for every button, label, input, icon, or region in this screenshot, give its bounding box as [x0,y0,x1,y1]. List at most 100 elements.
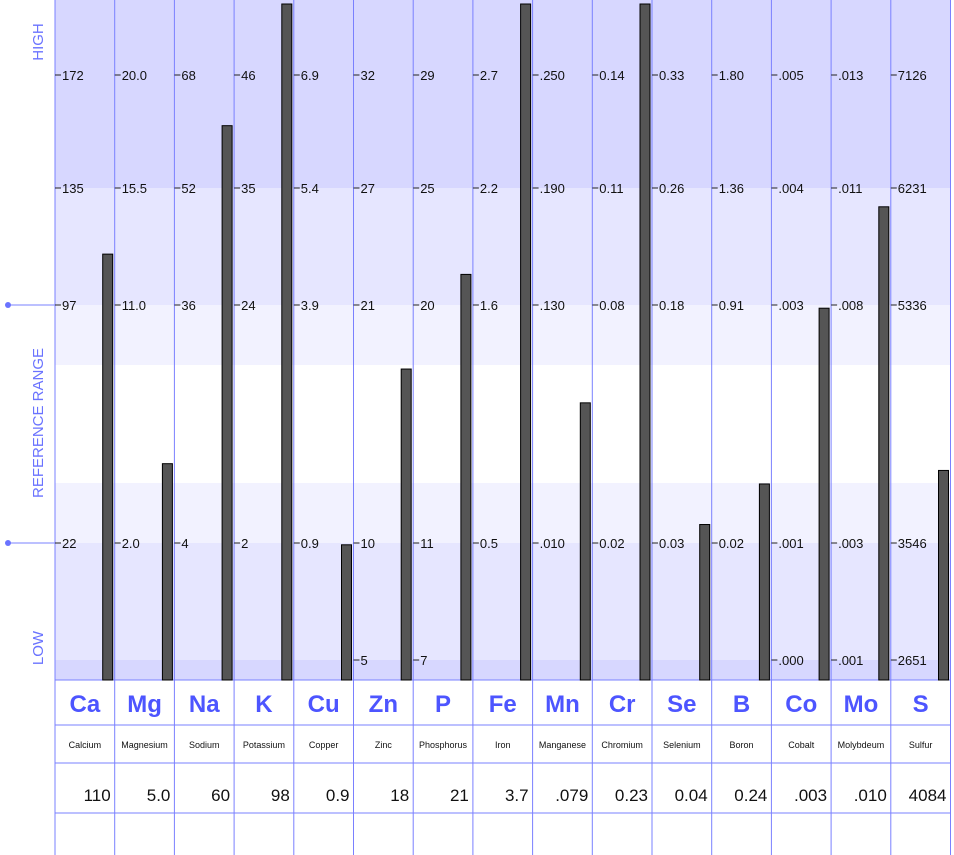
tick-label: 135 [62,181,84,196]
tick-label: 1.6 [480,298,498,313]
tick-label: 0.08 [599,298,624,313]
tick-label: 6231 [898,181,927,196]
tick-label: 2.7 [480,68,498,83]
band-2 [55,305,951,365]
element-symbol: Ca [70,691,101,718]
tick-label: 0.02 [719,536,744,551]
low-label: LOW [30,630,47,665]
tick-label: 29 [420,68,434,83]
bar-fe [520,3,532,681]
tick-label: 22 [62,536,76,551]
band-0 [55,0,951,188]
tick-marks: 172135972220.015.511.02.0685236446352426… [55,68,927,668]
tick-label: 46 [241,68,255,83]
element-value: 60 [211,786,230,805]
reference-range-label: REFERENCE RANGE [30,348,47,498]
element-name: Cobalt [788,740,815,750]
bar-na [221,125,233,681]
element-symbol: Fe [489,691,517,718]
tick-label: .010 [540,536,565,551]
ref-dot-0 [5,302,11,308]
element-symbol: Cu [308,691,340,718]
tick-label: 7 [420,653,427,668]
tick-label: 0.91 [719,298,744,313]
element-name: Molybdeum [838,740,885,750]
band-5 [55,543,951,660]
element-name: Manganese [539,740,586,750]
tick-label: 5 [361,653,368,668]
tick-label: 0.5 [480,536,498,551]
tick-label: 172 [62,68,84,83]
element-symbol: Co [785,691,817,718]
element-name: Sodium [189,740,220,750]
element-name: Boron [730,740,754,750]
bar-ca [102,253,114,681]
element-symbol: K [255,691,273,718]
tick-label: 7126 [898,68,927,83]
tick-label: 0.9 [301,536,319,551]
element-value: 0.04 [675,786,708,805]
tick-label: 21 [361,298,375,313]
element-name: Iron [495,740,511,750]
tick-label: .003 [838,536,863,551]
tick-label: 97 [62,298,76,313]
element-name: Chromium [601,740,643,750]
band-1 [55,188,951,305]
element-symbol: Mn [545,691,580,718]
tick-label: .130 [540,298,565,313]
tick-label: 2651 [898,653,927,668]
element-symbol: P [435,691,451,718]
element-value: .010 [854,786,887,805]
element-value: 5.0 [147,786,171,805]
element-value: 0.24 [734,786,767,805]
element-symbol: Zn [369,691,398,718]
bar-mg [161,463,173,681]
element-name: Copper [309,740,339,750]
tick-label: 20 [420,298,434,313]
tick-label: .003 [778,298,803,313]
tick-label: 0.03 [659,536,684,551]
tick-label: 5336 [898,298,927,313]
element-symbol: Mg [127,691,162,718]
bar-zn [400,368,412,681]
element-name: Selenium [663,740,701,750]
element-symbol: Cr [609,691,636,718]
element-symbol: Se [667,691,696,718]
tick-label: 4 [181,536,188,551]
tick-label: 2 [241,536,248,551]
bar-mn [579,402,591,681]
tick-label: 3.9 [301,298,319,313]
tick-label: 68 [181,68,195,83]
element-value: .003 [794,786,827,805]
bars [102,3,949,681]
bar-se [699,524,711,681]
tick-label: 36 [181,298,195,313]
band-6 [55,660,951,680]
tick-label: 0.11 [599,181,623,196]
tick-label: 6.9 [301,68,319,83]
ref-dot-1 [5,540,11,546]
element-name: Magnesium [121,740,168,750]
element-labels: Ca Calcium 110 Mg Magnesium 5.0 Na Sodium 60 K Pot… [69,691,947,805]
tick-label: 2.0 [122,536,140,551]
element-name: Potassium [243,740,285,750]
element-value: 3.7 [505,786,529,805]
element-value: 4084 [909,786,947,805]
tick-label: 11 [420,536,434,551]
element-value: 18 [390,786,409,805]
element-symbol: Na [189,691,220,718]
tick-label: 20.0 [122,68,147,83]
tick-label: 0.33 [659,68,684,83]
tick-label: .011 [838,181,862,196]
bar-cr [639,3,651,681]
tick-label: 52 [181,181,195,196]
tick-label: 25 [420,181,434,196]
bar-b [758,483,770,681]
element-value: 0.9 [326,786,350,805]
band-4 [55,483,951,543]
element-value: 21 [450,786,469,805]
tick-label: .190 [540,181,565,196]
element-value: .079 [555,786,588,805]
tick-label: 35 [241,181,255,196]
